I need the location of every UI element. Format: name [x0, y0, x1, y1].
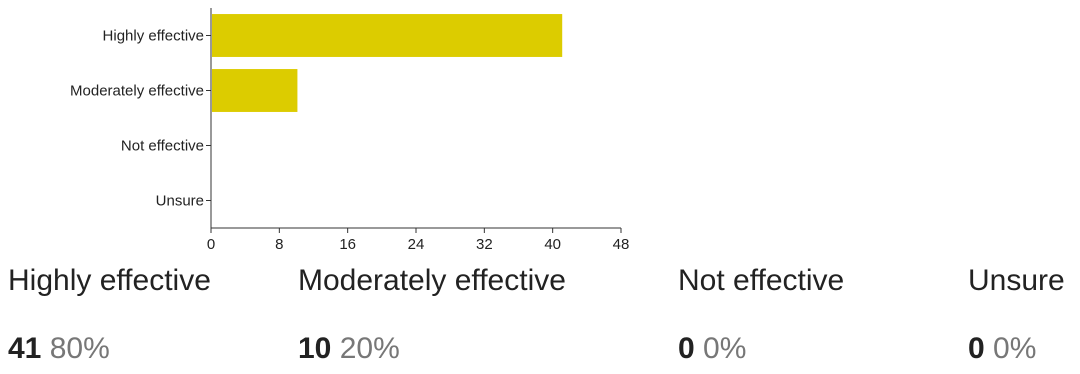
summary-label: Unsure: [968, 264, 1065, 297]
y-tick-label: Not effective: [121, 138, 204, 155]
summary-values: 0 0%: [968, 332, 1036, 366]
x-tick-label: 40: [544, 236, 561, 253]
x-tick-label: 0: [207, 236, 215, 253]
summary-percent: 0%: [993, 332, 1037, 365]
summary-count: 0: [968, 332, 985, 365]
summary-table: Highly effective 41 80% Moderately effec…: [0, 256, 1080, 374]
x-tick-label: 8: [275, 236, 283, 253]
x-tick-label: 16: [339, 236, 356, 253]
y-tick-label: Highly effective: [103, 28, 204, 45]
summary-percent: 20%: [339, 332, 400, 365]
summary-label: Moderately effective: [298, 264, 566, 297]
summary-values: 0 0%: [678, 332, 746, 366]
bar: [212, 14, 563, 57]
summary-label: Not effective: [678, 264, 845, 297]
y-ticks-group: Highly effective Moderately effective Not …: [70, 28, 211, 210]
summary-count: 0: [678, 332, 695, 365]
bar: [212, 69, 298, 112]
x-tick-label: 48: [613, 236, 630, 253]
bars-group: [212, 14, 563, 112]
summary-count: 10: [298, 332, 332, 365]
bar-chart: Highly effective Moderately effective Not …: [70, 8, 630, 253]
y-tick-label: Unsure: [156, 193, 204, 210]
summary-values: 10 20%: [298, 332, 400, 366]
summary-values: 41 80%: [8, 332, 110, 366]
y-tick-label: Moderately effective: [70, 83, 204, 100]
x-tick-label: 32: [476, 236, 493, 253]
summary-count: 41: [8, 332, 42, 365]
summary-percent: 80%: [49, 332, 110, 365]
x-ticks-group: 0 8 16 24 32 40 48: [207, 228, 630, 253]
x-tick-label: 24: [408, 236, 425, 253]
summary-percent: 0%: [703, 332, 747, 365]
summary-label: Highly effective: [8, 264, 211, 297]
